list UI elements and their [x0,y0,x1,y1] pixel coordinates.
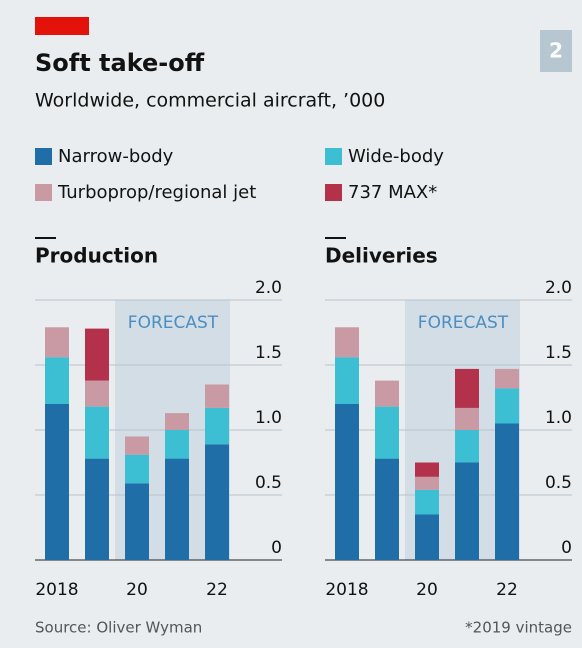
y-tick-label: 2.0 [545,278,572,298]
subtitle: Worldwide, commercial aircraft, ’000 [35,90,385,112]
chart-title: Soft take-off [35,49,205,77]
legend-label: Wide-body [348,146,444,167]
legend-label: 737 MAX* [348,182,437,203]
legend-swatch [325,148,342,165]
bar-segment [375,406,399,459]
x-tick-label: 22 [496,580,518,600]
y-tick-label: 0 [561,538,572,558]
bar-segment [165,458,189,560]
forecast-label: FORECAST [128,313,219,333]
bar-segment [45,357,69,404]
x-tick-label: 2018 [35,580,78,600]
y-tick-label: 1.0 [255,408,282,428]
legend-label: Turboprop/regional jet [57,182,256,203]
legend-swatch [35,148,52,165]
source: Source: Oliver Wyman [35,619,202,637]
panel-title: Deliveries [325,244,438,268]
legend-label: Narrow-body [58,146,174,167]
bar-segment [85,328,109,381]
bar-segment [375,380,399,407]
y-tick-label: 0.5 [255,473,282,493]
badge-box [540,30,572,72]
bar-segment [415,462,439,477]
note: *2019 vintage [465,619,572,637]
bar-segment [125,483,149,560]
bar-segment [415,476,439,490]
bar-segment [125,454,149,484]
y-tick-label: 1.5 [545,343,572,363]
bar-segment [415,489,439,515]
bar-segment [495,368,519,389]
bar-segment [205,407,229,445]
bar-segment [45,404,69,560]
bar-segment [455,462,479,560]
x-tick-label: 20 [416,580,438,600]
x-tick-label: 22 [206,580,228,600]
bar-segment [85,406,109,459]
y-tick-label: 2.0 [255,278,282,298]
bar-segment [455,407,479,430]
bar-segment [45,327,69,358]
badge: 2 [549,39,563,63]
bar-segment [165,430,189,459]
bar-segment [335,327,359,358]
y-tick-label: 1.5 [255,343,282,363]
panel-title: Production [35,244,158,268]
bar-segment [455,368,479,408]
bar-segment [495,423,519,560]
bar-segment [375,458,399,560]
bar-segment [335,357,359,404]
bar-segment [205,444,229,560]
bar-segment [85,458,109,560]
y-tick-label: 0.5 [545,473,572,493]
legend-swatch [35,184,52,201]
bar-segment [495,388,519,424]
bar-segment [205,384,229,408]
y-tick-label: 1.0 [545,408,572,428]
legend-swatch [325,184,342,201]
bar-segment [125,436,149,455]
bar-segment [415,514,439,560]
x-tick-label: 20 [126,580,148,600]
x-tick-label: 2018 [325,580,368,600]
bar-segment [85,380,109,407]
bar-segment [455,430,479,463]
bar-segment [165,413,189,430]
forecast-label: FORECAST [418,313,509,333]
y-tick-label: 0 [271,538,282,558]
red-tag [35,17,89,35]
bar-segment [335,404,359,560]
